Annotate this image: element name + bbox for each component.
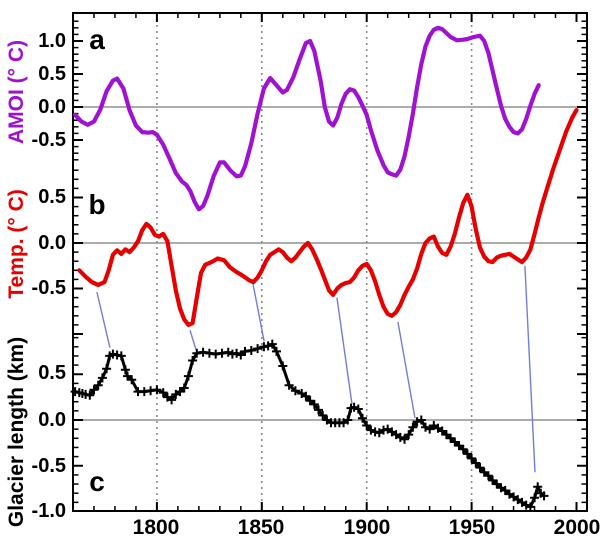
- ytick-label: 0.5: [38, 362, 66, 384]
- panel-letter-b: b: [88, 189, 106, 220]
- ytick-label: -0.5: [31, 455, 66, 477]
- ytick-label: 0.0: [38, 96, 66, 118]
- xtick-label: 1850: [237, 516, 285, 539]
- ytick-label: 0.5: [38, 186, 66, 208]
- xtick-label: 1950: [448, 516, 496, 539]
- xtick-label: 2000: [553, 516, 601, 539]
- ytick-label: -1.0: [31, 500, 66, 522]
- ytick-label: -0.5: [31, 277, 66, 299]
- ytick-label: 1.0: [38, 30, 66, 52]
- xtick-label: 1900: [343, 516, 391, 539]
- ytick-label: 0.0: [38, 232, 66, 254]
- panel-letter-c: c: [89, 466, 105, 497]
- ytick-label: 0.5: [38, 63, 66, 85]
- ytick-label: 0.0: [38, 409, 66, 431]
- panel-letter-a: a: [89, 24, 105, 55]
- ytick-label: -0.5: [31, 129, 66, 151]
- xtick-label: 1800: [132, 516, 180, 539]
